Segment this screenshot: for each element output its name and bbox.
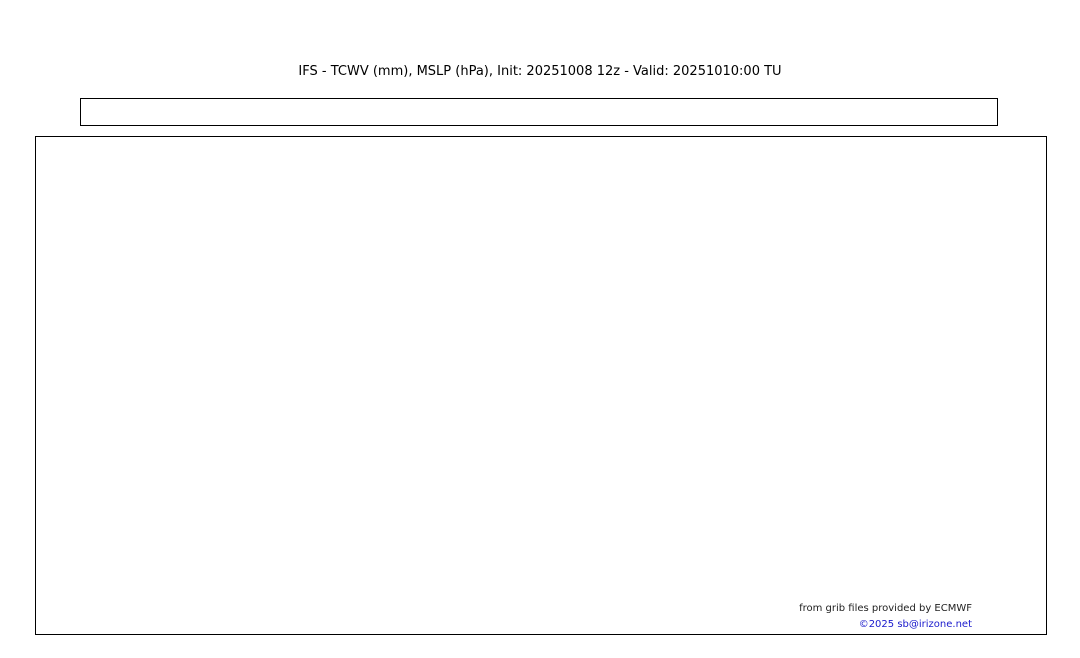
- page-title: IFS - TCWV (mm), MSLP (hPa), Init: 20251…: [298, 64, 782, 79]
- map-canvas: [36, 137, 1046, 634]
- colorbar: [80, 98, 998, 126]
- credits-provider: from grib files provided by ECMWF: [799, 603, 972, 614]
- credits-copyright: ©2025 sb@irizone.net: [858, 618, 972, 630]
- credits: from grib files provided by ECMWF ©2025 …: [799, 601, 972, 632]
- map-panel: from grib files provided by ECMWF ©2025 …: [35, 136, 1047, 635]
- colorbar-ticks: [81, 83, 997, 96]
